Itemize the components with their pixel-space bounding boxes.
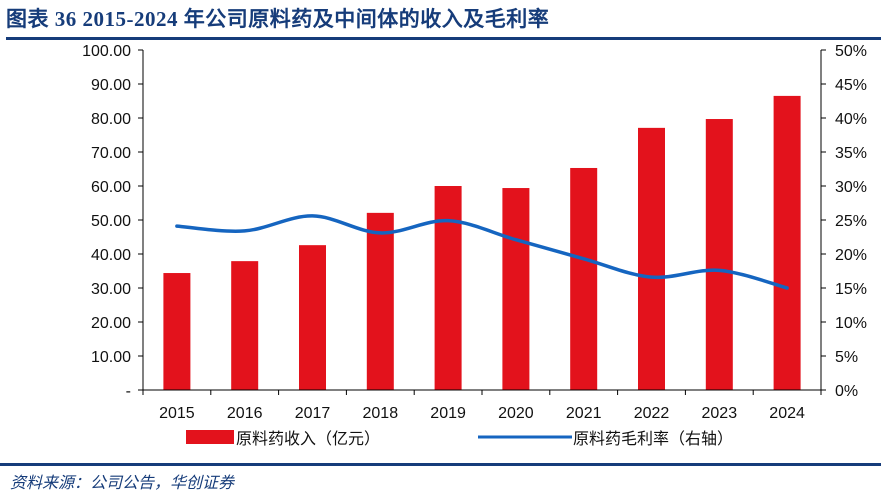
x-tick-label: 2019 (430, 405, 466, 422)
chart-title: 图表 36 2015-2024 年公司原料药及中间体的收入及毛利率 (6, 7, 550, 31)
left-tick-label: 30.00 (91, 281, 131, 298)
left-tick-label: 60.00 (91, 179, 131, 196)
right-tick-label: 40% (835, 111, 867, 128)
left-tick-label: 100.00 (82, 43, 131, 60)
x-tick-label: 2018 (363, 405, 399, 422)
footer-divider (0, 463, 881, 466)
right-tick-label: 30% (835, 179, 867, 196)
title-divider (6, 37, 881, 40)
x-tick-label: 2022 (634, 405, 670, 422)
right-tick-label: 35% (835, 145, 867, 162)
bar-series (163, 95, 801, 391)
x-tick-label: 2015 (159, 405, 195, 422)
bar-2020 (502, 188, 530, 390)
source-note: 资料来源：公司公告，华创证券 (10, 475, 235, 492)
right-tick-label: 25% (835, 213, 867, 230)
left-tick-label: 70.00 (91, 145, 131, 162)
right-tick-label: 45% (835, 77, 867, 94)
bar-2018 (366, 212, 394, 390)
bar-2022 (638, 127, 665, 391)
axes: - 10.00 20.00 30.00 40.00 50.00 60.00 70.00 80.0… (82, 43, 867, 422)
left-tick-label: 90.00 (91, 77, 131, 94)
x-tick-label: 2023 (702, 405, 738, 422)
right-tick-label: 20% (835, 247, 867, 264)
left-tick-label: 50.00 (91, 213, 131, 230)
right-tick-label: 50% (835, 43, 867, 60)
left-tick-label: - (126, 383, 131, 400)
right-tick-label: 0% (835, 383, 858, 400)
legend-label-line: 原料药毛利率（右轴） (573, 430, 733, 448)
left-tick-label: 80.00 (91, 111, 131, 128)
bar-2019 (434, 186, 462, 390)
bar-2016 (231, 261, 259, 390)
bar-2023 (705, 119, 733, 391)
legend: 原料药收入（亿元） 原料药毛利率（右轴） (186, 430, 733, 448)
left-tick-label: 10.00 (91, 349, 131, 366)
right-tick-label: 10% (835, 315, 867, 332)
left-tick-label: 20.00 (91, 315, 131, 332)
x-tick-label: 2021 (566, 405, 602, 422)
x-tick-label: 2016 (227, 405, 263, 422)
x-tick-label: 2017 (295, 405, 331, 422)
right-tick-label: 15% (835, 281, 867, 298)
left-tick-label: 40.00 (91, 247, 131, 264)
line-series (175, 214, 789, 290)
bar-2024 (773, 95, 801, 391)
bar-2021 (570, 167, 598, 390)
bar-2017 (299, 245, 326, 390)
x-tick-label: 2024 (769, 405, 805, 422)
gross-margin-line (175, 214, 789, 290)
right-tick-label: 5% (835, 349, 858, 366)
legend-swatch-bar (186, 430, 234, 444)
x-tick-label: 2020 (498, 405, 534, 422)
bar-2015 (163, 273, 191, 390)
legend-label-bar: 原料药收入（亿元） (236, 430, 380, 448)
